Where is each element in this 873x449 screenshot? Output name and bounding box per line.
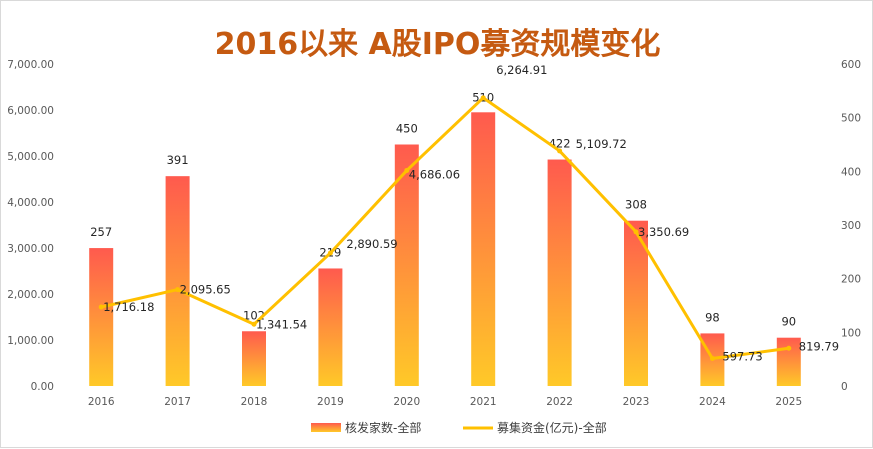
x-tick-label: 2023	[623, 396, 650, 408]
y-right-tick-label: 500	[841, 113, 861, 125]
x-axis: 2016 2017 2018 2019 2020 2021 2022 2023 2024 2025	[88, 396, 802, 408]
line-point	[251, 321, 257, 327]
line-data-label: 819.79	[799, 339, 839, 353]
line-data-label: 6,264.91	[496, 63, 547, 77]
y-left-tick-label: 4,000.00	[7, 197, 54, 209]
line-point	[633, 229, 639, 235]
y-left-tick-label: 2,000.00	[7, 289, 54, 301]
y-left-tick-label: 1,000.00	[7, 335, 54, 347]
bar	[394, 144, 419, 386]
x-tick-label: 2022	[546, 396, 573, 408]
y-right-tick-label: 600	[841, 59, 861, 71]
x-tick-label: 2024	[699, 396, 726, 408]
line-point	[480, 95, 486, 101]
y-left-tick-label: 0.00	[31, 381, 54, 393]
line-data-label: 2,890.59	[346, 237, 397, 251]
line-data-label: 597.73	[722, 350, 762, 364]
x-tick-label: 2018	[241, 396, 268, 408]
x-tick-label: 2025	[775, 396, 802, 408]
line-data-label: 4,686.06	[409, 167, 460, 181]
bar-data-label: 90	[781, 315, 796, 329]
bar-data-label: 422	[549, 137, 571, 151]
line-data-labels: 1,716.18 2,095.65 1,341.54 2,890.59 4,686.06…	[103, 63, 839, 364]
x-tick-label: 2017	[164, 396, 191, 408]
line-data-label: 3,350.69	[638, 225, 689, 239]
legend-line-label: 募集资金(亿元)-全部	[497, 420, 607, 435]
chart-title: 2016以来 A股IPO募资规模变化	[214, 27, 661, 62]
x-tick-label: 2021	[470, 396, 497, 408]
x-tick-label: 2016	[88, 396, 115, 408]
line-data-label: 1,341.54	[256, 317, 307, 331]
line-point	[404, 167, 410, 173]
line-point	[327, 250, 333, 256]
bar-data-label: 257	[90, 225, 112, 239]
line-data-label: 1,716.18	[103, 300, 154, 314]
line-point	[98, 304, 104, 310]
x-tick-label: 2019	[317, 396, 344, 408]
bar	[165, 176, 190, 386]
y-left-tick-label: 6,000.00	[7, 105, 54, 117]
y-left-tick-label: 7,000.00	[7, 59, 54, 71]
bar-data-label: 450	[396, 122, 418, 136]
line-data-label: 2,095.65	[180, 283, 231, 297]
bar	[89, 248, 114, 386]
bar-data-label: 308	[625, 198, 647, 212]
y-right-tick-label: 0	[841, 381, 848, 393]
bar	[547, 159, 572, 386]
y-right-tick-label: 400	[841, 166, 861, 178]
y-left-tick-label: 5,000.00	[7, 151, 54, 163]
y-left-tick-label: 3,000.00	[7, 243, 54, 255]
bar-data-label: 391	[167, 153, 189, 167]
line-point	[709, 356, 715, 362]
y-axis-right: 0 100 200 300 400 500 600	[841, 59, 861, 393]
line-point	[175, 287, 181, 293]
bar	[318, 268, 343, 386]
bar	[242, 331, 266, 386]
bar	[624, 220, 648, 386]
legend-bar-swatch	[311, 423, 341, 432]
line-point	[786, 345, 792, 351]
bar	[776, 337, 801, 386]
y-right-tick-label: 200	[841, 274, 861, 286]
line-path	[100, 96, 789, 361]
y-right-tick-label: 300	[841, 220, 861, 232]
bar-series	[89, 112, 801, 387]
legend-bar-label: 核发家数-全部	[345, 420, 421, 435]
line-point	[557, 148, 563, 154]
line-data-label: 5,109.72	[576, 137, 627, 151]
bar	[471, 112, 496, 387]
line-series	[98, 95, 792, 362]
bar-data-label: 98	[705, 310, 720, 324]
x-tick-label: 2020	[393, 396, 420, 408]
y-right-tick-label: 100	[841, 327, 861, 339]
y-axis-left: 0.00 1,000.00 2,000.00 3,000.00 4,000.00 5,00…	[7, 59, 54, 393]
legend: 核发家数-全部 募集资金(亿元)-全部	[311, 420, 607, 435]
